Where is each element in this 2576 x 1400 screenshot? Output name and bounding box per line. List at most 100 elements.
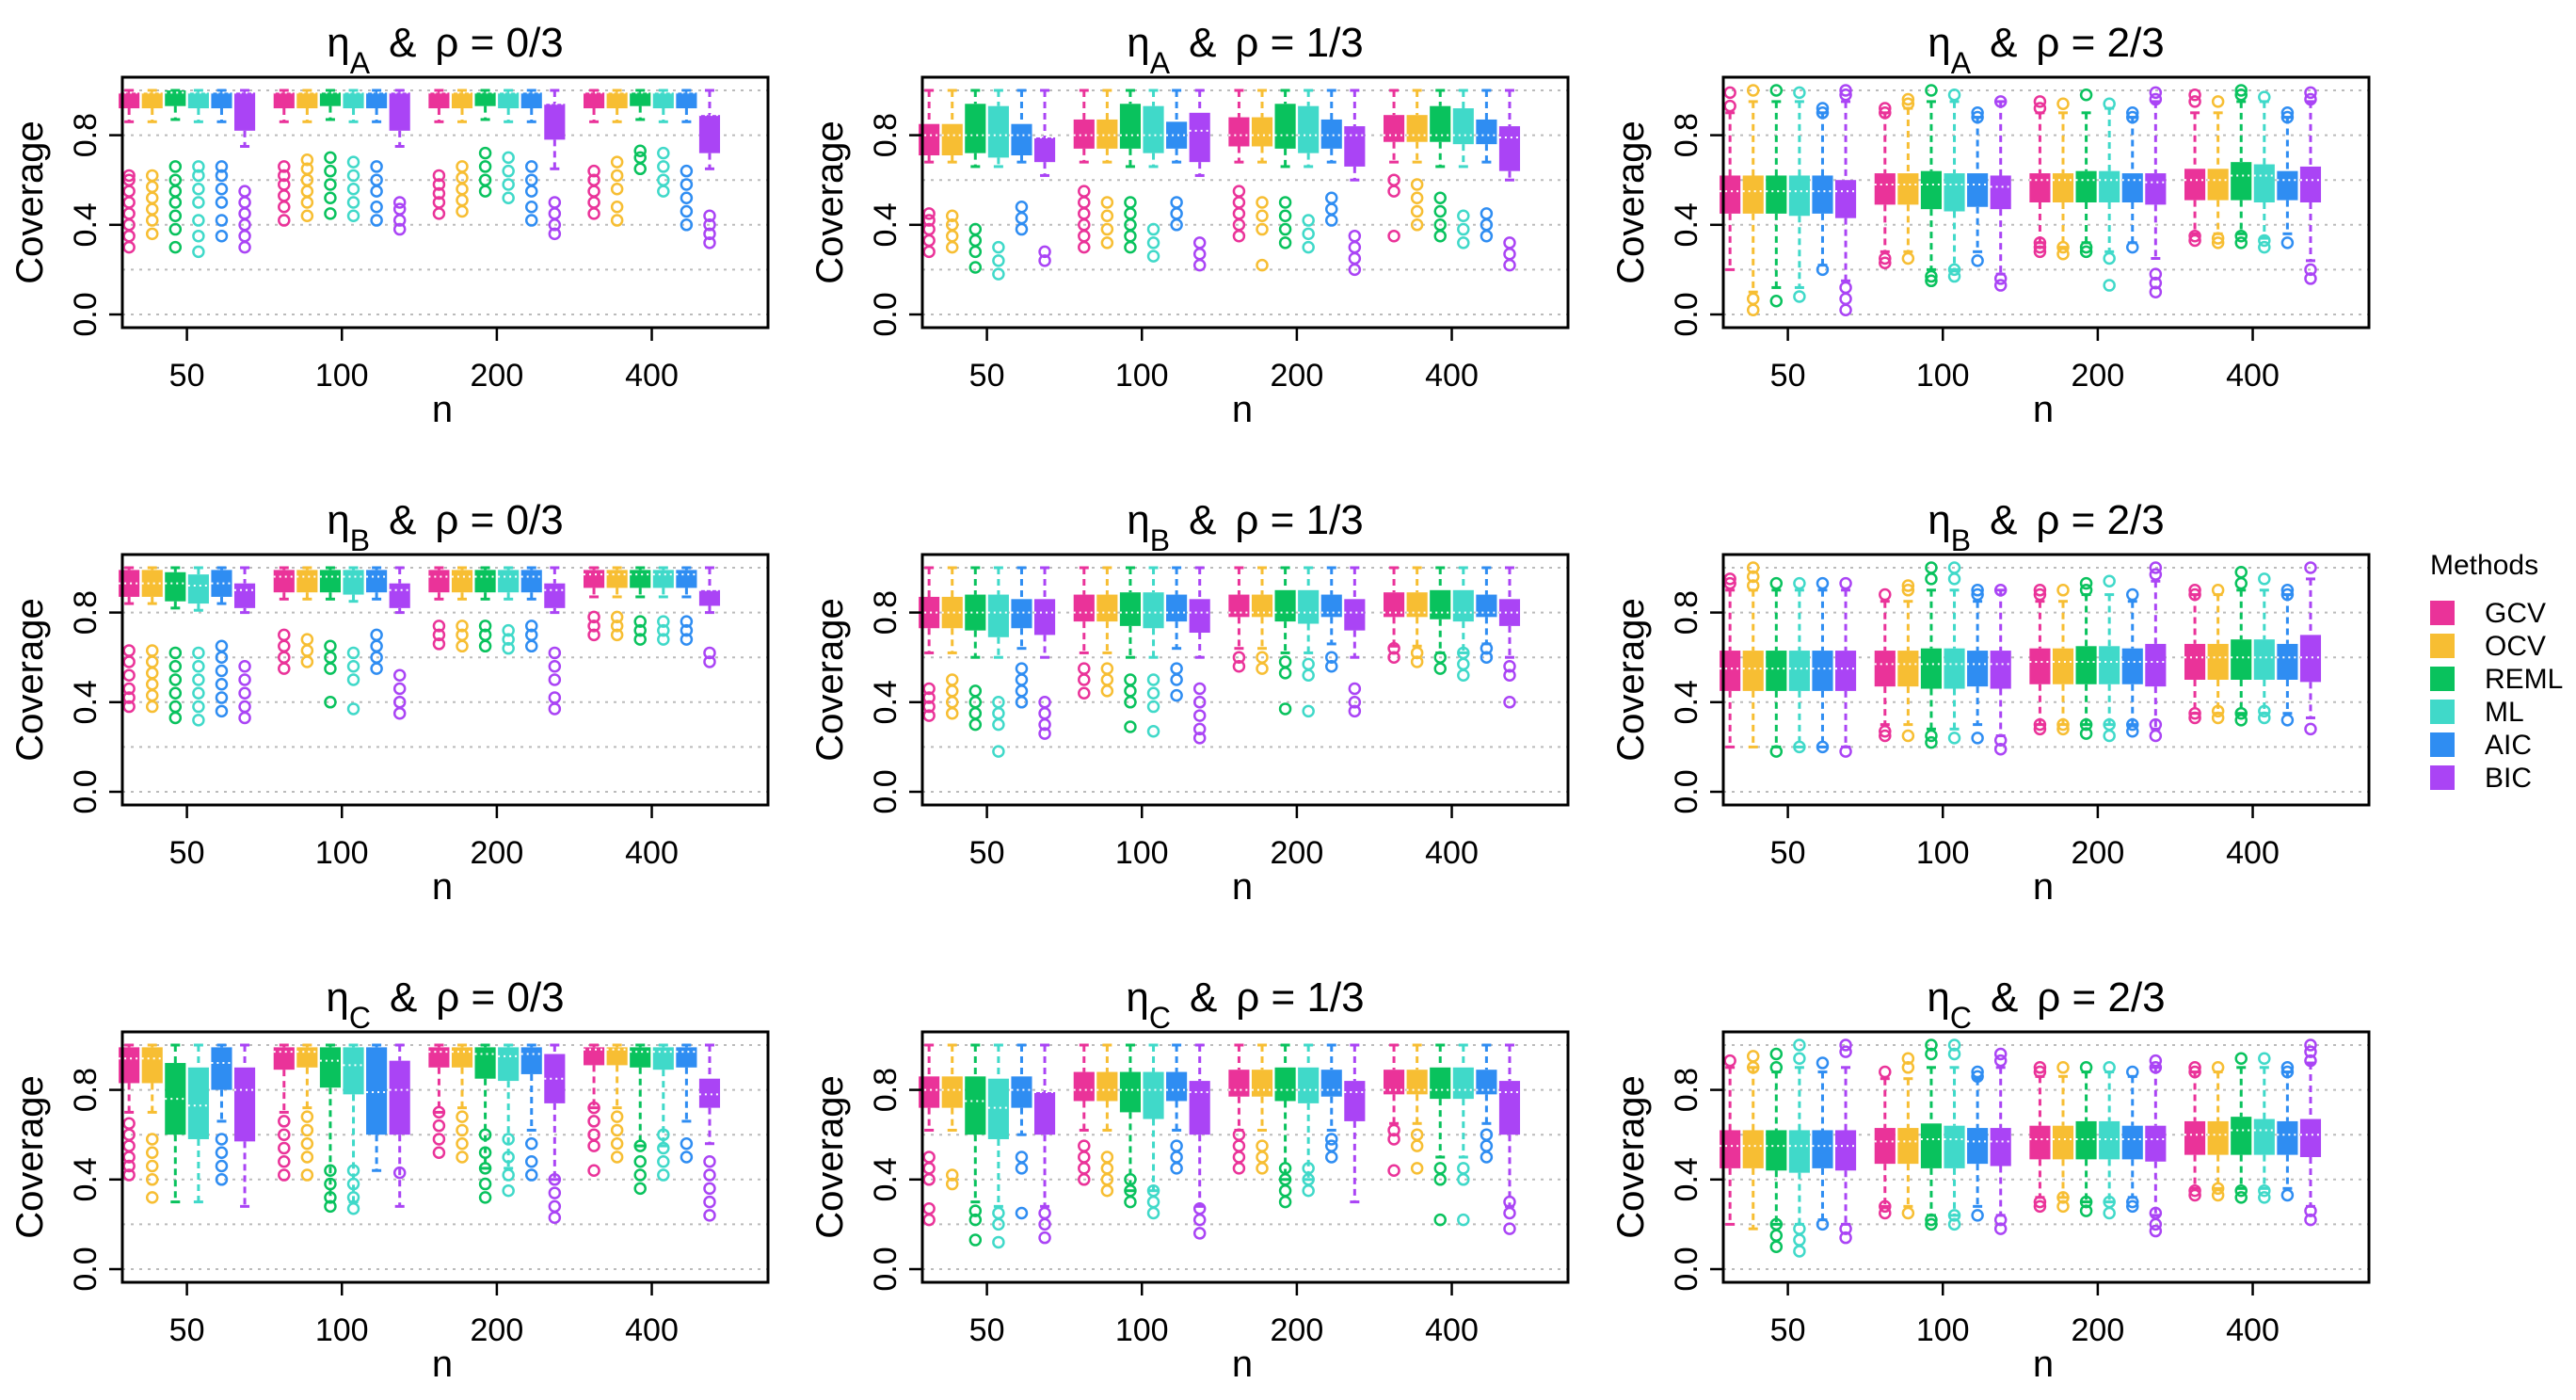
x-tick-label: 100	[315, 835, 369, 871]
outlier-point	[346, 1201, 360, 1215]
outlier-point	[2126, 106, 2139, 120]
box-bic	[1033, 599, 1056, 636]
outlier-point	[992, 254, 1005, 267]
outlier-point	[1901, 1206, 1915, 1220]
title-subscript: A	[1951, 46, 1972, 80]
outlier-point	[324, 151, 337, 165]
y-tick-label: 0.8	[68, 1068, 104, 1112]
box-bic	[1344, 126, 1366, 167]
legend-swatch-ml	[2430, 700, 2455, 724]
outlier-point	[610, 1136, 624, 1151]
outlier-point	[922, 1213, 936, 1227]
outlier-point	[1146, 686, 1160, 700]
outlier-point	[2103, 1206, 2116, 1220]
outlier-point	[2234, 1183, 2248, 1198]
box-bic	[698, 1078, 721, 1108]
outlier-point	[192, 673, 205, 686]
outlier-point	[456, 204, 469, 218]
outlier-point	[2079, 717, 2093, 732]
outlier-point	[456, 160, 469, 173]
y-tick-label: 0.8	[868, 113, 904, 157]
box-ml	[1944, 1125, 1965, 1168]
outlier-point	[1100, 673, 1114, 686]
outlier-point	[945, 229, 959, 243]
box-ocv	[141, 1047, 163, 1084]
outlier-point	[478, 146, 492, 160]
outlier-point	[1124, 720, 1137, 733]
outlier-point	[145, 1173, 159, 1186]
outlier-point	[1015, 673, 1029, 686]
outlier-point	[2188, 711, 2201, 725]
outlier-point	[1015, 684, 1029, 698]
outlier-point	[502, 623, 515, 637]
y-tick-label: 0.8	[68, 590, 104, 635]
box-ml	[343, 570, 364, 595]
outlier-point	[145, 169, 159, 183]
outlier-point	[657, 160, 670, 173]
box-bic	[544, 583, 566, 608]
outlier-point	[1348, 682, 1362, 696]
outlier-point	[168, 659, 183, 673]
outlier-point	[2188, 706, 2201, 720]
box-reml	[965, 104, 986, 153]
box-reml	[2075, 170, 2097, 202]
outlier-point	[2103, 1195, 2116, 1209]
box-bic	[544, 1054, 566, 1103]
x-tick-label: 400	[1425, 835, 1479, 871]
outlier-point	[456, 171, 469, 185]
outlier-point	[1232, 185, 1246, 198]
outlier-point	[346, 209, 360, 223]
outlier-point	[2188, 95, 2201, 108]
x-tick-label: 100	[1916, 358, 1970, 394]
y-tick-label: 0.0	[868, 1247, 904, 1291]
y-tick-label: 0.4	[1669, 1157, 1704, 1201]
outlier-point	[145, 214, 159, 227]
x-tick-label: 400	[2226, 358, 2280, 394]
outlier-point	[122, 173, 136, 186]
outlier-point	[324, 164, 337, 178]
outlier-point	[1925, 1217, 1938, 1231]
outlier-point	[2234, 566, 2248, 579]
outlier-point	[238, 673, 251, 686]
panel-frame	[1721, 75, 2371, 330]
outlier-point	[300, 153, 314, 167]
box-bic	[233, 92, 256, 131]
box-ml	[1298, 105, 1320, 153]
outlier-point	[610, 201, 624, 214]
outlier-point	[1879, 1206, 1892, 1220]
outlier-point	[1302, 1183, 1315, 1198]
outlier-point	[525, 201, 538, 214]
outlier-point	[1038, 1206, 1051, 1220]
outlier-point	[1901, 1061, 1915, 1074]
legend-swatch-reml	[2430, 667, 2455, 691]
outlier-point	[2258, 90, 2271, 104]
title-rho: ρ = 0/3	[436, 974, 564, 1021]
box-bic	[2145, 173, 2167, 205]
outlier-point	[2033, 236, 2047, 249]
outlier-point	[2126, 587, 2139, 602]
outlier-point	[2188, 1188, 2201, 1202]
outlier-point	[2149, 1061, 2163, 1074]
outlier-point	[432, 1146, 446, 1159]
outlier-point	[2234, 236, 2248, 249]
outlier-point	[1839, 89, 1852, 102]
outlier-point	[587, 164, 600, 178]
outlier-point	[1256, 651, 1269, 664]
outlier-point	[1793, 740, 1806, 754]
box-aic	[1476, 1070, 1497, 1095]
outlier-point	[238, 185, 251, 198]
legend-label-ml: ML	[2485, 697, 2524, 728]
title-eta: η	[326, 974, 348, 1021]
box-reml	[965, 594, 986, 631]
outlier-point	[1038, 1231, 1051, 1245]
outlier-point	[2126, 1199, 2139, 1214]
outlier-point	[1278, 1195, 1292, 1209]
outlier-point	[1901, 584, 1915, 597]
outlier-point	[2126, 240, 2139, 254]
outlier-point	[1078, 1162, 1091, 1175]
outlier-point	[2280, 714, 2295, 727]
outlier-point	[478, 1177, 492, 1191]
x-tick-label: 400	[2226, 835, 2280, 871]
outlier-point	[324, 1191, 337, 1204]
outlier-point	[478, 620, 492, 633]
